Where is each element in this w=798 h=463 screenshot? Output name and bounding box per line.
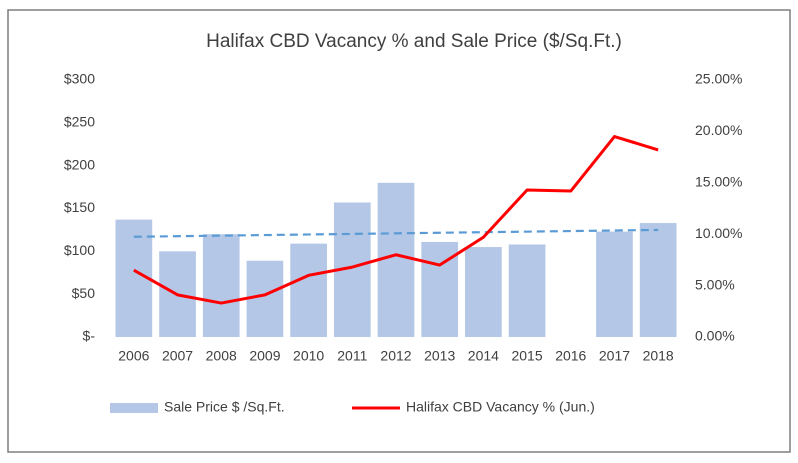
y-tick-label: $250 [64, 114, 95, 130]
y2-tick-label: 0.00% [695, 328, 735, 344]
y2-tick-label: 10.00% [695, 225, 742, 241]
legend-swatch [110, 403, 158, 413]
x-tick-label: 2018 [643, 348, 674, 364]
y2-tick-label: 20.00% [695, 122, 742, 138]
x-tick-label: 2015 [511, 348, 542, 364]
y-tick-label: $50 [72, 285, 96, 301]
x-tick-label: 2016 [555, 348, 586, 364]
y-tick-label: $300 [64, 71, 95, 87]
x-tick-label: 2006 [118, 348, 149, 364]
bar [465, 247, 502, 337]
legend-label: Sale Price $ /Sq.Ft. [164, 399, 285, 415]
x-tick-label: 2013 [424, 348, 455, 364]
x-tick-label: 2011 [337, 348, 367, 364]
chart-title: Halifax CBD Vacancy % and Sale Price ($/… [206, 31, 622, 52]
y-tick-label: $200 [64, 156, 95, 172]
x-tick-label: 2010 [293, 348, 324, 364]
y2-tick-label: 25.00% [695, 71, 742, 87]
y-tick-label: $- [83, 328, 96, 344]
legend-label: Halifax CBD Vacancy % (Jun.) [406, 399, 595, 415]
trendline [133, 228, 659, 238]
y2-tick-label: 15.00% [695, 174, 742, 190]
bar [377, 182, 415, 337]
bar [639, 223, 677, 337]
y-tick-label: $150 [64, 199, 95, 215]
x-tick-label: 2009 [249, 348, 280, 364]
y-tick-label: $100 [64, 242, 95, 258]
bar [596, 231, 633, 337]
bar [202, 234, 240, 337]
line [133, 135, 659, 305]
y2-tick-label: 5.00% [695, 276, 735, 292]
x-tick-label: 2007 [162, 348, 193, 364]
bar [508, 244, 546, 337]
bar [246, 260, 284, 337]
bar [290, 243, 327, 337]
x-tick-label: 2012 [380, 348, 411, 364]
x-tick-label: 2014 [468, 348, 499, 364]
x-tick-label: 2008 [206, 348, 237, 364]
x-tick-label: 2017 [599, 348, 630, 364]
